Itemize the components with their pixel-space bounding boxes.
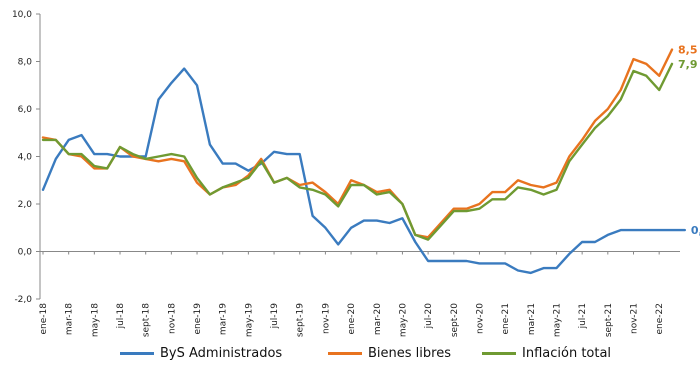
series-line-bys-administrados (41, 67, 686, 275)
x-tick-label: sept-19 (296, 303, 306, 337)
end-label-inflacion-total: 7,9 (678, 58, 698, 71)
x-tick-label: ene-20 (347, 303, 357, 335)
x-tick-label: jul-19 (270, 303, 280, 330)
y-tick-label: 6,0 (18, 105, 33, 115)
x-tick-label: ene-21 (501, 303, 511, 334)
y-axis: 10,0 8,0 6,0 4,0 2,0 0,0 -2,0 (12, 10, 41, 305)
x-tick-label: nov-20 (475, 303, 485, 334)
x-tick-label: ene-19 (193, 303, 203, 335)
legend-label-inflacion-total: Inflación total (522, 346, 612, 361)
y-tick-label: 10,0 (12, 10, 32, 20)
x-tick-label: jul-18 (116, 303, 126, 330)
legend: ByS Administrados Bienes libres Inflació… (0, 346, 700, 366)
legend-swatch-inflacion-total (482, 352, 516, 355)
series-line-inflacion-total (41, 62, 674, 241)
x-axis: ene-18 mar-18 may-18 jul-18 sept-18 nov-18 ene… (39, 251, 680, 337)
y-tick-label: 0,0 (18, 248, 33, 258)
x-tick-label: ene-22 (655, 303, 665, 334)
x-tick-label: jul-21 (578, 303, 588, 329)
x-tick-label: nov-19 (321, 303, 331, 334)
series-line-bienes-libres (41, 48, 674, 239)
legend-item-bys-administrados: ByS Administrados (120, 346, 282, 361)
end-label-bienes-libres: 8,5 (678, 44, 698, 57)
x-tick-label: sept-21 (604, 303, 614, 337)
y-tick-label: -2,0 (14, 295, 32, 305)
x-tick-label: jul-20 (424, 303, 434, 330)
x-tick-label: may-20 (398, 303, 408, 337)
y-tick-label: 2,0 (18, 200, 33, 210)
legend-swatch-bienes-libres (328, 352, 362, 355)
x-tick-label: ene-18 (39, 303, 49, 335)
x-tick-label: may-19 (244, 303, 254, 337)
x-tick-label: sept-20 (450, 303, 460, 337)
x-tick-label: may-18 (90, 303, 100, 337)
series-lines (41, 48, 686, 275)
x-tick-label: mar-21 (527, 303, 537, 335)
x-tick-label: nov-18 (167, 303, 177, 334)
y-tick-label: 8,0 (18, 58, 33, 68)
end-labels: 0,9 8,57,9 (678, 44, 700, 238)
x-tick-label: sept-18 (142, 303, 152, 337)
legend-label-bys-administrados: ByS Administrados (160, 346, 283, 361)
x-tick-label: mar-20 (373, 303, 383, 335)
legend-item-bienes-libres: Bienes libres (328, 346, 451, 361)
x-tick-label: may-21 (552, 303, 562, 337)
legend-swatch-bys-administrados (120, 352, 154, 355)
x-tick-label: nov-21 (629, 303, 639, 334)
legend-label-bienes-libres: Bienes libres (368, 346, 451, 361)
y-tick-label: 4,0 (18, 153, 33, 163)
x-tick-label: mar-18 (65, 303, 75, 335)
legend-item-inflacion-total: Inflación total (482, 346, 611, 361)
x-tick-label: mar-19 (219, 303, 229, 335)
end-label-bys-administrados: 0,9 (691, 224, 700, 237)
